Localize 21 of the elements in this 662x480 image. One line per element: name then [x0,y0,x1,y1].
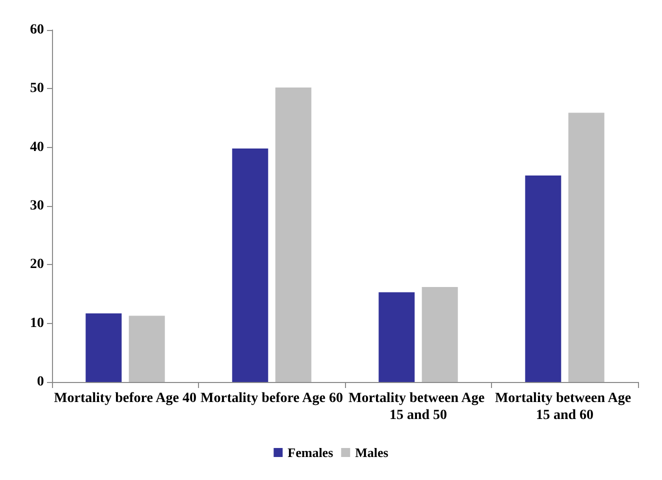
bar [232,148,268,382]
bar [86,313,122,382]
legend-label: Females [288,445,334,460]
bar [128,316,165,382]
bar [275,87,312,382]
x-tick-label: Mortality between Age 15 and 50 [348,391,488,423]
x-tick-label: Mortality before Age 40 [54,391,196,406]
y-tick-label: 40 [30,140,44,155]
y-tick-label: 10 [30,316,44,331]
bar [422,286,458,382]
x-tick-label: Mortality between Age 15 and 60 [494,391,635,423]
bar [378,292,415,382]
legend-label: Males [355,445,388,460]
y-tick-label: 50 [30,81,44,96]
y-tick-label: 20 [30,257,44,272]
bar [568,112,604,382]
y-tick-label: 60 [30,22,44,38]
y-tick-label: 0 [37,374,44,390]
x-tick-label: Mortality before Age 60 [200,391,343,406]
bar [525,175,562,382]
y-tick-label: 30 [30,198,44,214]
